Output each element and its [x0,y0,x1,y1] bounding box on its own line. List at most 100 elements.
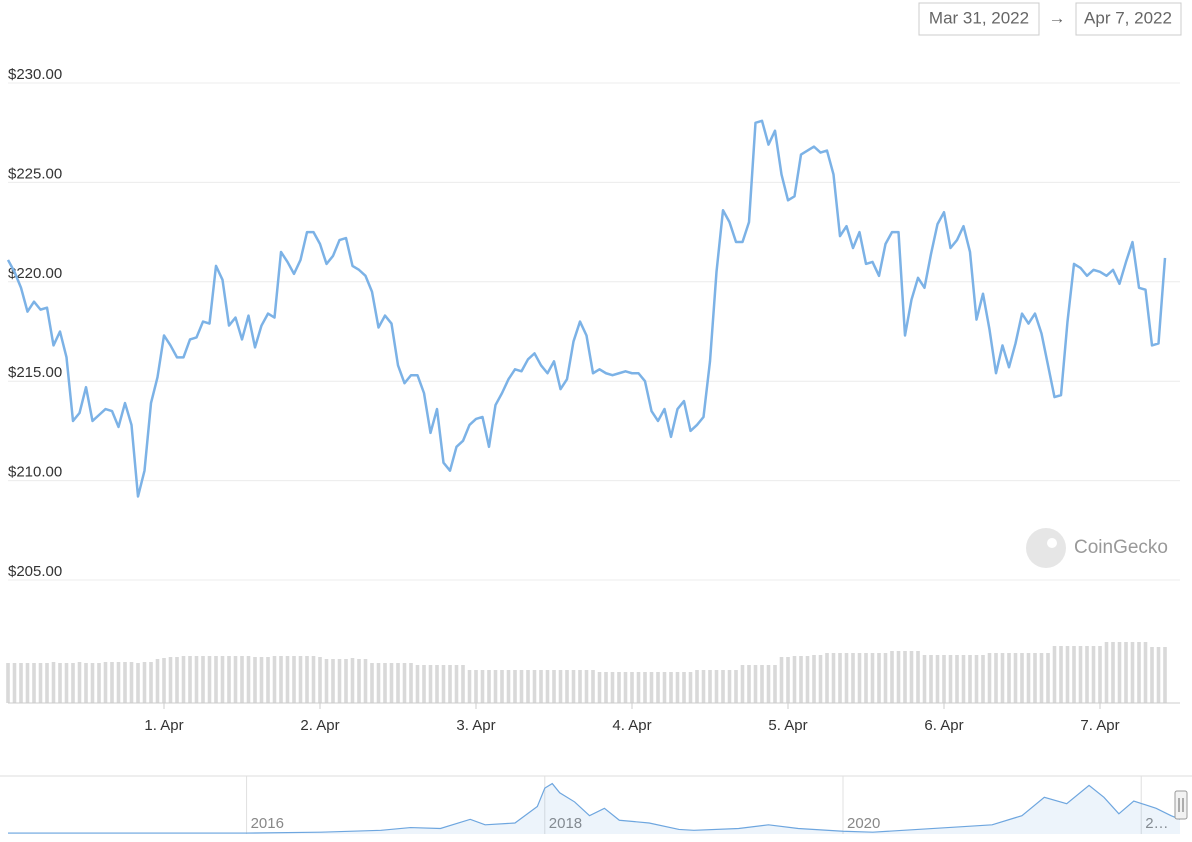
volume-bar [428,665,433,703]
volume-bar [253,657,257,703]
watermark-eye [1047,538,1057,548]
volume-bar [123,662,127,703]
volume-bar [266,657,270,703]
volume-bar [324,659,329,703]
x-tick-label: 4. Apr [612,717,651,734]
volume-bar [1020,653,1024,703]
volume-bar [961,655,966,703]
volume-bar [617,672,621,703]
volume-bar [240,656,244,703]
volume-bar [370,663,374,703]
volume-bar [636,672,641,703]
volume-bar [1143,642,1148,703]
volume-bar [318,657,322,703]
volume-bar [162,658,166,703]
x-tick-label: 1. Apr [144,717,183,734]
volume-bar [155,659,160,703]
volume-bar [51,662,56,703]
volume-bar [773,665,777,703]
range-to[interactable]: Apr 7, 2022 [1084,8,1172,27]
volume-bar [1085,646,1089,703]
volume-bar [337,659,342,703]
volume-bar [474,670,478,703]
volume-bar [903,651,907,703]
volume-bar [311,656,316,703]
volume-bar [461,665,465,703]
volume-bar [331,659,335,703]
volume-bar [1046,653,1050,703]
volume-bar [805,656,810,703]
price-line [6,119,1167,498]
volume-bar [1091,646,1096,703]
volume-bar [1059,646,1063,703]
volume-bar [376,663,381,703]
x-tick-label: 5. Apr [768,717,807,734]
volume-bar [818,655,823,703]
volume-bar [58,663,62,703]
volume-bar [727,670,732,703]
volume-bar [753,665,758,703]
volume-bar [1111,642,1115,703]
volume-bar [142,662,147,703]
volume-bar [6,663,10,703]
x-tick-label: 7. Apr [1080,717,1119,734]
volume-bar [110,662,114,703]
watermark-logo [1026,528,1066,568]
volume-bar [877,653,881,703]
volume-bar [935,655,940,703]
range-to-box[interactable] [1075,2,1182,36]
volume-bar [1052,646,1057,703]
watermark: CoinGecko [1026,528,1168,568]
volume-bar [662,672,667,703]
volume-bar [1013,653,1018,703]
volume-bar [760,665,764,703]
volume-bar [929,655,933,703]
volume-bar [851,653,855,703]
y-tick-label: $225.00 [8,165,62,182]
x-tick-label: 2. Apr [300,717,339,734]
volume-bar [1039,653,1044,703]
volume-bar [981,655,985,703]
volume-bar [233,656,238,703]
volume-bar [12,663,17,703]
volume-bar [571,670,576,703]
volume-bar [682,672,686,703]
volume-bar [916,651,920,703]
range-from-box[interactable] [918,2,1040,36]
volume-bar [545,670,550,703]
navigator-handle[interactable] [1174,790,1188,820]
range-from[interactable]: Mar 31, 2022 [929,8,1029,27]
volume-bar [19,663,23,703]
volume-bar [974,655,979,703]
volume-bar [1124,642,1128,703]
volume-bar [77,662,82,703]
volume-bar [870,653,875,703]
volume-bar [948,655,953,703]
volume-bar [357,659,361,703]
volume-bar [1072,646,1076,703]
volume-bar [610,672,615,703]
y-tick-label: $210.00 [8,464,62,481]
volume-bar [1065,646,1070,703]
volume-bar [363,659,368,703]
volume-bar [45,663,49,703]
volume-bar [1156,647,1161,703]
volume-bar [786,657,790,703]
volume-bar [220,656,225,703]
volume-bar [1117,642,1122,703]
volume-bar [136,663,140,703]
volume-bar [409,663,413,703]
y-tick-label: $215.00 [8,364,62,381]
volume-bar [279,656,283,703]
volume-bar [272,656,277,703]
range-separator: → [1049,8,1066,27]
volume-bar [708,670,712,703]
volume-bar [181,656,186,703]
volume-bar [188,656,192,703]
volume-bar [994,653,998,703]
volume-bar [435,665,439,703]
volume-bar [890,651,894,703]
volume-bar [695,670,699,703]
volume-bar [97,663,101,703]
